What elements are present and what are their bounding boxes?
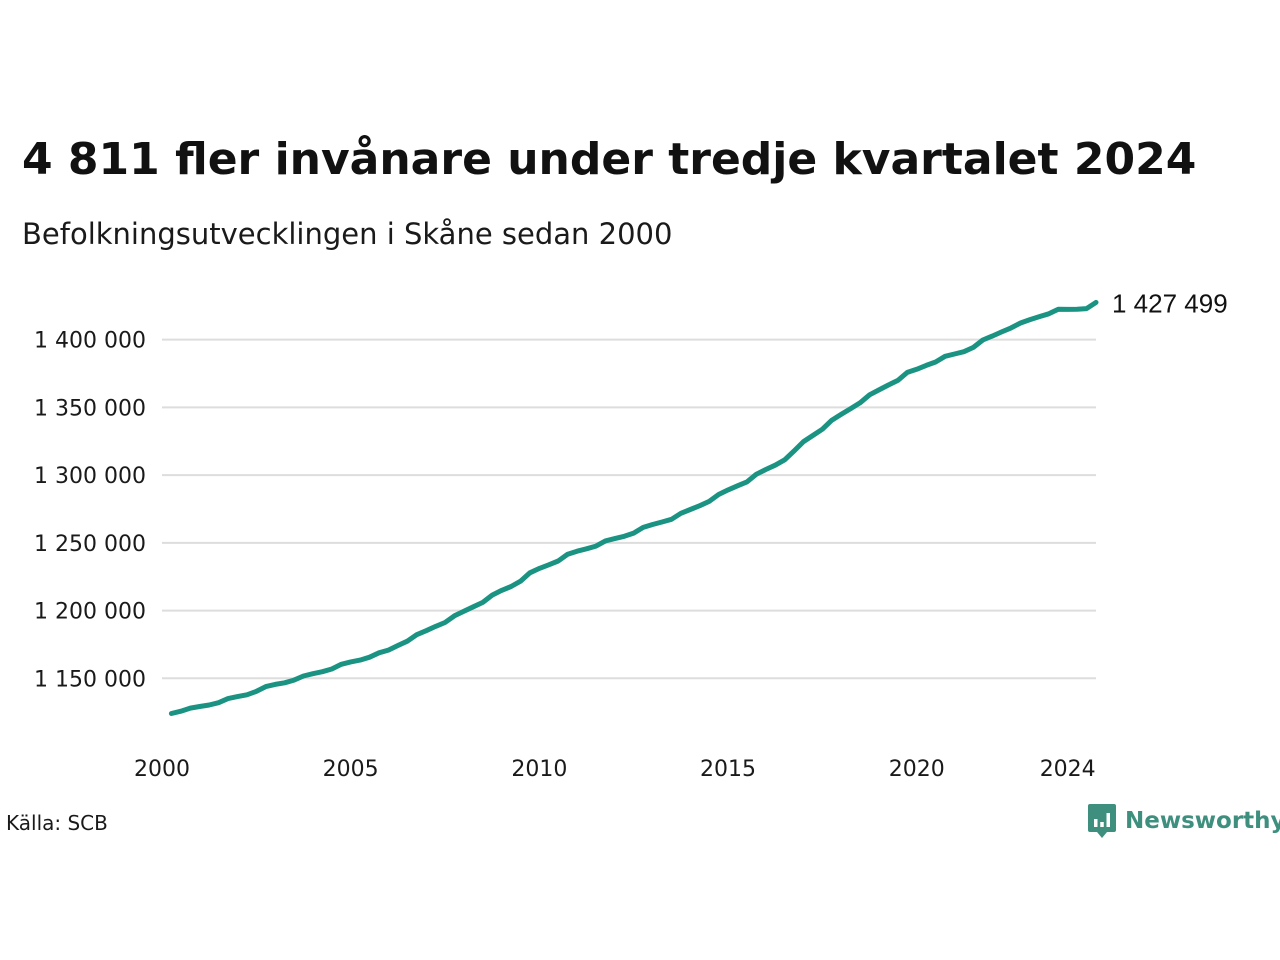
y-tick-label: 1 300 000 [34,464,146,489]
x-tick-label: 2010 [511,757,567,782]
y-tick-label: 1 400 000 [34,329,146,354]
x-tick-label: 2015 [700,757,756,782]
series-line [168,299,1099,716]
x-tick-label: 2005 [323,757,379,782]
brand-logo: Newsworthy [1087,802,1280,840]
x-tick-label: 2020 [889,757,945,782]
data-label-layer: 1 427 499 [1112,288,1228,318]
newsworthy-logo-icon [1088,804,1116,838]
end-value-label: 1 427 499 [1112,288,1228,318]
series-layer [168,299,1099,716]
chart-subtitle: Befolkningsutvecklingen i Skåne sedan 20… [22,217,673,251]
brand-name: Newsworthy [1125,808,1280,834]
x-tick-label: 2000 [134,757,190,782]
grid-lines [162,338,1096,680]
y-tick-label: 1 200 000 [34,600,146,625]
y-tick-label: 1 250 000 [34,532,146,557]
chart-title: 4 811 fler invånare under tredje kvartal… [22,134,1197,185]
y-tick-label: 1 350 000 [34,396,146,421]
source-note: Källa: SCB [6,811,108,835]
y-axis-tick-labels: 1 150 000 1 200 000 1 250 000 1 300 000 1 35… [34,329,146,693]
x-axis-tick-labels: 2000 2005 2010 2015 2020 2024 [134,757,1096,782]
y-tick-label: 1 150 000 [34,667,146,692]
x-tick-label: 2024 [1040,757,1096,782]
